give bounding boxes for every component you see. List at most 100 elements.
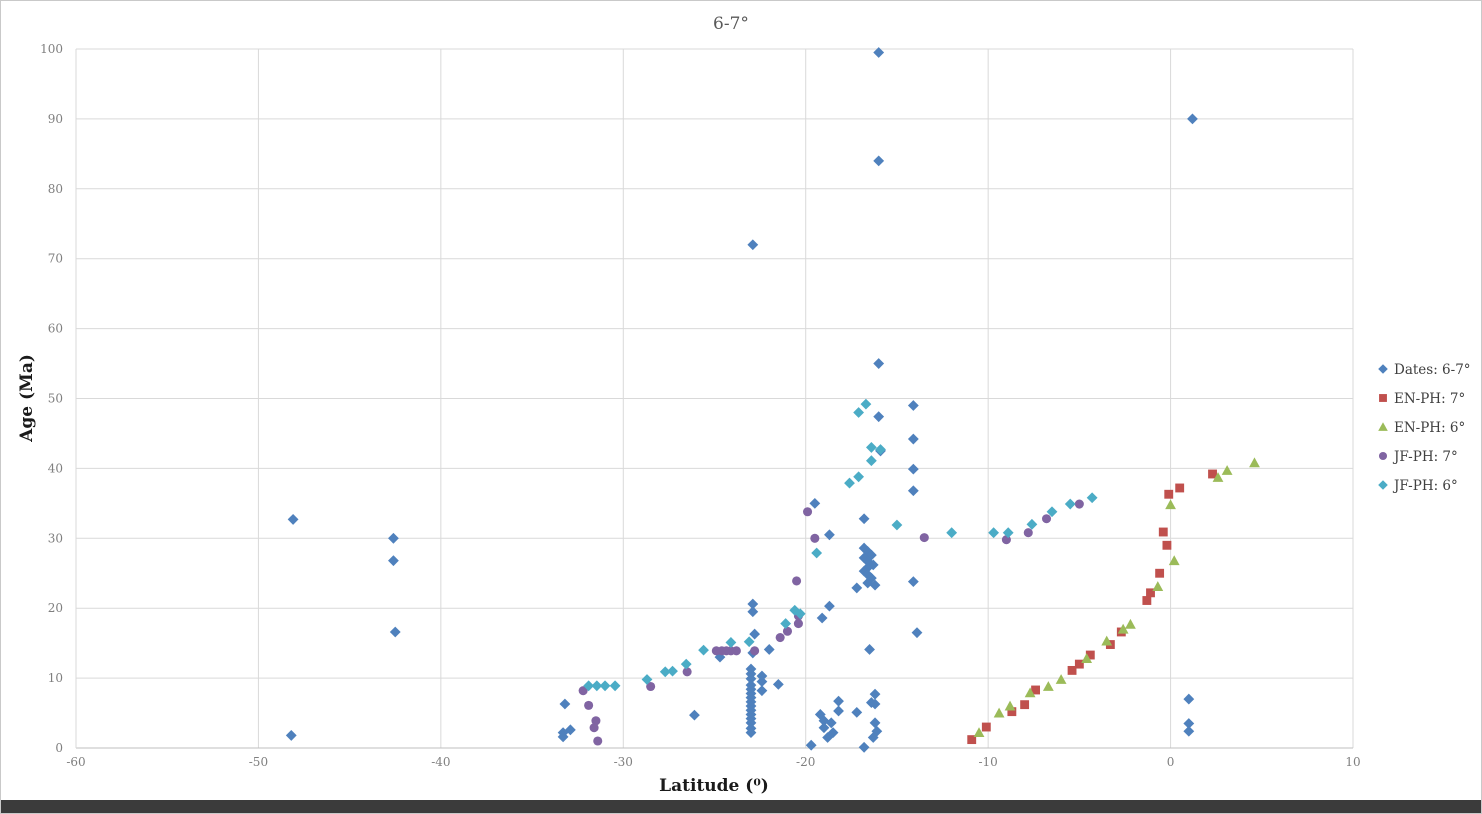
data-point (743, 636, 755, 648)
data-point (1046, 506, 1058, 518)
data-point (818, 722, 830, 734)
data-point (593, 736, 603, 746)
data-point (756, 676, 768, 687)
bottom-window-edge (1, 800, 1481, 813)
data-point (641, 674, 653, 685)
data-point (389, 626, 401, 638)
data-point (775, 633, 785, 643)
data-point (1081, 653, 1093, 663)
data-point (583, 680, 595, 692)
data-point (388, 555, 399, 567)
data-point (749, 628, 761, 640)
data-point (1064, 498, 1076, 510)
data-point (578, 686, 588, 696)
chart-title: 6-7° (713, 14, 749, 34)
data-point (747, 606, 759, 618)
data-point (864, 644, 875, 655)
data-point (698, 644, 709, 656)
data-point (1221, 465, 1233, 475)
y-tick-label: 60 (48, 322, 63, 336)
data-point (1074, 659, 1084, 669)
data-point (919, 533, 929, 543)
data-point (911, 627, 923, 639)
data-point (287, 514, 299, 525)
data-point (599, 680, 611, 692)
data-point (780, 618, 792, 629)
data-point (805, 739, 817, 751)
data-point (1023, 528, 1033, 538)
y-tick-label: 40 (48, 461, 63, 475)
data-point (907, 576, 919, 588)
data-point (853, 471, 865, 483)
data-point (589, 723, 599, 733)
data-point (1155, 568, 1165, 578)
data-point (1212, 472, 1224, 482)
data-point (559, 698, 571, 710)
data-point (689, 709, 700, 721)
data-point (1146, 588, 1155, 598)
legend-item: EN-PH: 6° (1378, 420, 1465, 436)
data-point (833, 705, 844, 717)
data-point (865, 442, 877, 453)
data-point (1158, 527, 1168, 537)
data-point (747, 598, 759, 610)
gridlines (75, 48, 1354, 749)
data-point (756, 685, 768, 697)
axis-lines (75, 49, 1353, 749)
data-point (1020, 700, 1030, 710)
data-point (858, 741, 870, 753)
data-point (609, 680, 621, 692)
data-point (725, 637, 737, 648)
data-point (1067, 665, 1077, 675)
data-point (1183, 718, 1195, 729)
data-point (1024, 687, 1036, 698)
x-tick-label: 10 (1345, 755, 1360, 769)
data-point (824, 529, 835, 541)
data-point (811, 547, 823, 559)
triangle-legend-marker-icon (1378, 422, 1388, 431)
data-point (1004, 700, 1016, 711)
legend: Dates: 6-7° EN-PH: 7° EN-PH: 6° JF-PH: 7° JF… (1378, 362, 1471, 494)
y-tick-label: 90 (48, 112, 63, 126)
data-point (584, 700, 594, 710)
data-point (869, 579, 881, 591)
data-point (873, 155, 885, 167)
data-point (860, 398, 872, 410)
data-point (1249, 457, 1260, 468)
data-point (825, 717, 837, 729)
data-point (1085, 650, 1095, 660)
data-point (1086, 492, 1098, 504)
data-point (873, 47, 885, 58)
data-point (907, 485, 919, 497)
data-point (750, 646, 760, 656)
data-point (1031, 685, 1041, 695)
x-tick-label: -50 (249, 755, 268, 769)
data-point (809, 497, 821, 509)
data-point (858, 513, 870, 525)
data-point (564, 724, 576, 736)
legend-item: JF-PH: 7° (1378, 449, 1458, 465)
x-tick-label: -40 (431, 755, 450, 769)
data-point (824, 600, 835, 612)
data-point (981, 722, 991, 732)
data-point (1125, 618, 1136, 629)
data-point (747, 239, 759, 251)
legend-item-label: JF-PH: 6° (1392, 478, 1458, 494)
data-points (285, 47, 1260, 753)
data-point (1042, 681, 1054, 691)
y-tick-label: 10 (48, 671, 63, 685)
y-tick-label: 0 (55, 741, 63, 755)
data-point (1187, 113, 1198, 125)
legend-item: EN-PH: 7° (1379, 391, 1465, 407)
data-point (1142, 596, 1152, 605)
data-point (782, 626, 793, 636)
data-point (973, 727, 985, 738)
data-point (1041, 514, 1052, 524)
data-point (388, 532, 399, 544)
data-point (1101, 635, 1113, 646)
data-point (873, 358, 885, 369)
data-point (1183, 693, 1195, 705)
data-point (865, 455, 877, 467)
data-point (853, 407, 865, 418)
